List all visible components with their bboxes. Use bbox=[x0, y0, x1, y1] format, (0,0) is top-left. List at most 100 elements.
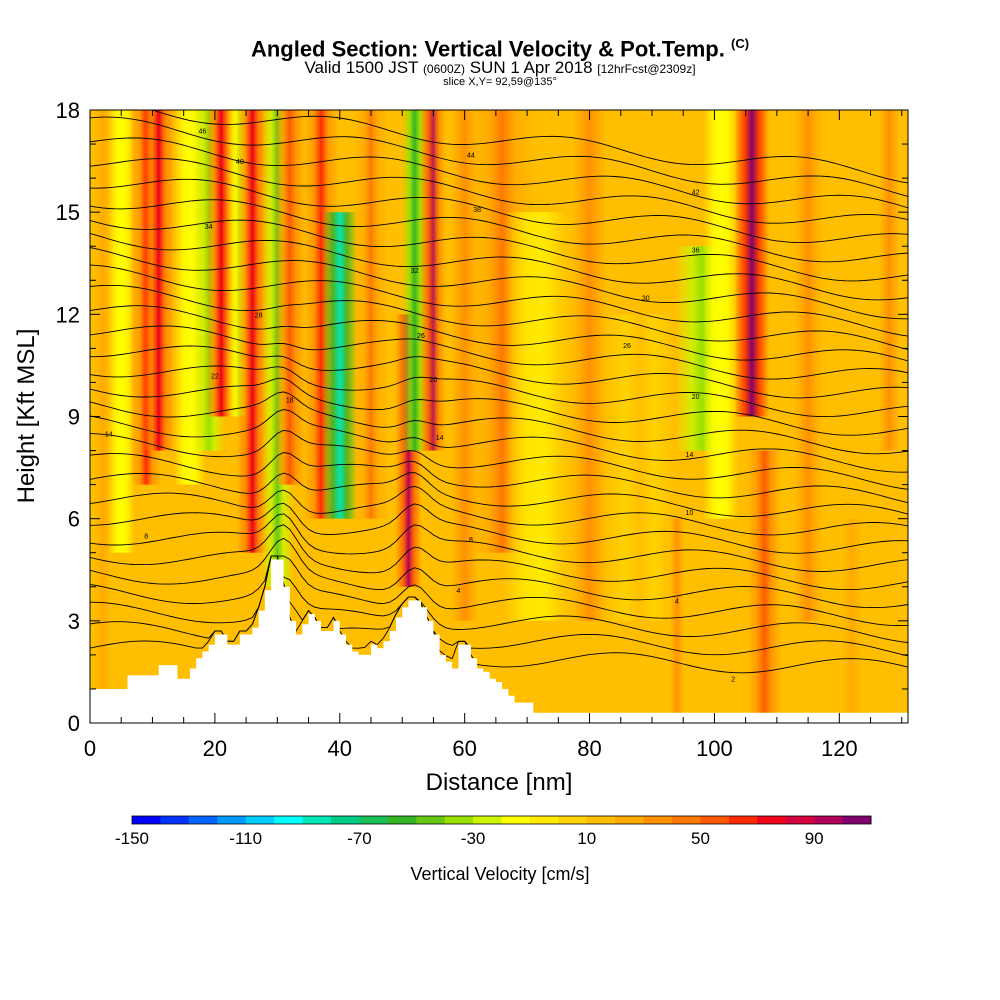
valid-date: SUN 1 Apr 2018 bbox=[469, 58, 593, 77]
contour-label: 18 bbox=[286, 397, 294, 404]
colorbar-swatch bbox=[160, 816, 190, 824]
colorbar-swatch bbox=[558, 816, 588, 824]
contour-label: 26 bbox=[623, 343, 631, 350]
contour-label: 14 bbox=[436, 435, 444, 442]
colorbar-tick-label: -150 bbox=[115, 829, 149, 848]
y-axis-label: Height [Kft MSL] bbox=[13, 329, 40, 504]
colorbar-swatch bbox=[245, 816, 275, 824]
colorbar-swatch bbox=[842, 816, 872, 824]
colorbar-tick-label: -30 bbox=[461, 829, 486, 848]
isentrope-line bbox=[150, 110, 908, 184]
velocity-column bbox=[659, 518, 695, 723]
isentrope-line bbox=[90, 555, 908, 627]
isentrope-line bbox=[90, 472, 908, 517]
isentrope-line bbox=[90, 452, 908, 504]
colorbar-tick-label: -110 bbox=[229, 829, 262, 848]
theta-contours bbox=[90, 110, 908, 674]
colorbar-swatch bbox=[615, 816, 645, 824]
colorbar-swatch bbox=[188, 816, 218, 824]
colorbar: -150 -110 -70 -30 10 50 90 bbox=[115, 815, 872, 848]
x-tick-label: 40 bbox=[328, 736, 352, 761]
isentrope-line bbox=[90, 247, 908, 320]
y-tick-label: 9 bbox=[68, 405, 80, 430]
isentrope-line bbox=[90, 264, 908, 337]
isentrope-line bbox=[90, 219, 908, 282]
colorbar-swatch bbox=[217, 816, 247, 824]
isentrope-line bbox=[90, 116, 908, 197]
y-tick-label: 6 bbox=[68, 507, 80, 532]
contour-label: 14 bbox=[686, 452, 694, 459]
velocity-column bbox=[353, 110, 389, 519]
isentrope-line bbox=[90, 429, 908, 490]
slice-info: slice X,Y= 92,59@135° bbox=[443, 76, 557, 88]
contour-label: 8 bbox=[469, 537, 473, 544]
contour-label: 34 bbox=[205, 224, 213, 231]
isentrope-line bbox=[90, 524, 908, 591]
contour-label: 38 bbox=[473, 207, 481, 214]
colorbar-swatch bbox=[501, 816, 531, 824]
x-tick-label: 120 bbox=[821, 736, 858, 761]
isentrope-line bbox=[90, 178, 908, 244]
isentrope-line bbox=[90, 345, 908, 399]
colorbar-swatch bbox=[814, 816, 844, 824]
velocity-column bbox=[825, 518, 879, 723]
colorbar-title: Vertical Velocity [cm/s] bbox=[410, 864, 589, 884]
colorbar-tick-label: -70 bbox=[347, 829, 372, 848]
isentrope-line bbox=[90, 502, 908, 554]
isentrope-line bbox=[90, 485, 908, 536]
velocity-column bbox=[322, 212, 358, 519]
colorbar-swatch bbox=[700, 816, 730, 824]
colorbar-swatch bbox=[416, 816, 446, 824]
isentrope-line bbox=[90, 513, 908, 572]
colorbar-tick-label: 10 bbox=[577, 829, 596, 848]
y-tick-label: 15 bbox=[56, 200, 80, 225]
valid-time: Valid 1500 JST bbox=[304, 58, 419, 77]
isentrope-line bbox=[90, 537, 908, 609]
colorbar-swatch bbox=[132, 816, 161, 824]
isentrope-line bbox=[90, 232, 908, 301]
isentrope-line bbox=[90, 391, 908, 455]
valid-utc: (0600Z) bbox=[422, 62, 465, 76]
x-tick-label: 80 bbox=[577, 736, 601, 761]
contour-label: 20 bbox=[430, 377, 438, 384]
velocity-column bbox=[142, 110, 175, 451]
isentrope-line bbox=[90, 158, 908, 224]
isentrope-line bbox=[90, 137, 908, 209]
contour-label: 28 bbox=[255, 312, 263, 319]
colorbar-swatch bbox=[359, 816, 389, 824]
contour-label: 26 bbox=[417, 333, 425, 340]
contour-label: 46 bbox=[198, 128, 206, 135]
colorbar-swatch bbox=[444, 816, 474, 824]
contour-label: 22 bbox=[211, 374, 219, 381]
colorbar-swatch bbox=[302, 816, 332, 824]
x-tick-label: 20 bbox=[203, 736, 227, 761]
y-tick-label: 0 bbox=[68, 711, 80, 736]
y-tick-label: 3 bbox=[68, 609, 80, 634]
y-tick-label: 12 bbox=[56, 302, 80, 327]
colorbar-swatch bbox=[643, 816, 673, 824]
terrain bbox=[90, 559, 908, 723]
isentrope-line bbox=[90, 199, 908, 263]
contour-label: 4 bbox=[456, 588, 460, 595]
isentrope-line bbox=[90, 377, 908, 436]
x-tick-label: 0 bbox=[84, 736, 96, 761]
colorbar-swatch bbox=[672, 816, 701, 824]
colorbar-swatch bbox=[785, 816, 815, 824]
velocity-column bbox=[703, 110, 739, 519]
contour-label: 32 bbox=[411, 268, 419, 275]
chart-subtitle: Valid 1500 JST (0600Z) SUN 1 Apr 2018 [1… bbox=[0, 58, 1000, 78]
colorbar-swatch bbox=[728, 816, 758, 824]
contour-labels: 4640342822181484438322620148442363026201… bbox=[105, 128, 735, 683]
contour-label: 2 bbox=[731, 677, 735, 684]
contour-label: 36 bbox=[692, 248, 700, 255]
x-tick-label: 60 bbox=[452, 736, 476, 761]
colorbar-swatch bbox=[330, 816, 360, 824]
isentrope-line bbox=[90, 305, 908, 362]
isentrope-line bbox=[90, 365, 908, 418]
chart-title: Angled Section: Vertical Velocity & Pot.… bbox=[0, 36, 1000, 62]
x-axis: 0 20 40 60 80 100 120 bbox=[84, 110, 903, 761]
velocity-column bbox=[274, 110, 306, 485]
colorbar-swatch bbox=[473, 816, 502, 824]
x-axis-label: Distance [nm] bbox=[426, 769, 573, 796]
